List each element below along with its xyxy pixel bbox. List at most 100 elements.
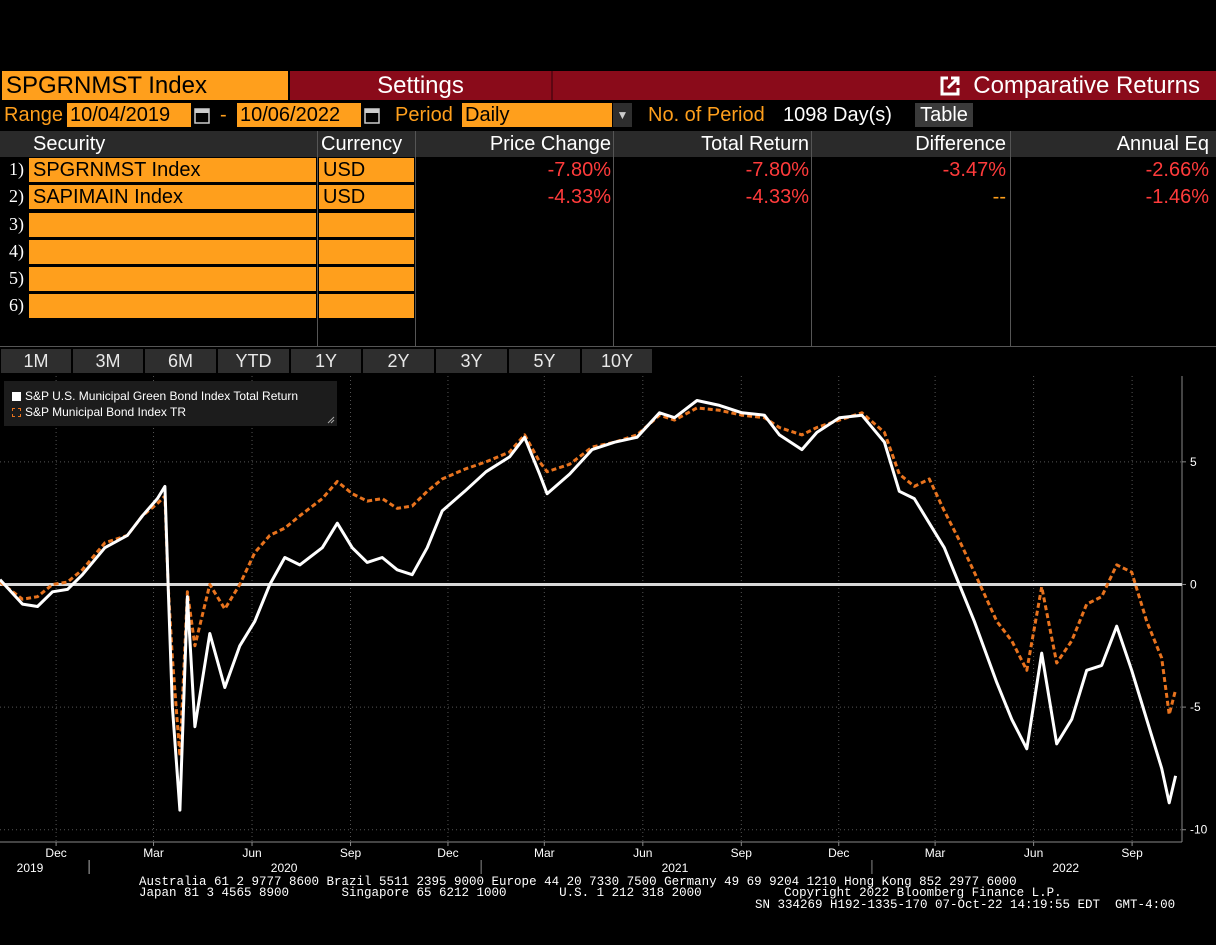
y-tick-label: -10 [1190, 823, 1208, 837]
chevron-down-icon[interactable]: ▼ [613, 103, 632, 127]
resize-grip-icon[interactable] [327, 416, 335, 424]
period-select[interactable]: Daily [462, 103, 612, 127]
currency-cell[interactable] [319, 213, 414, 237]
total-return-value: -4.33% [745, 186, 809, 208]
x-tick-label: Dec [45, 846, 66, 860]
annual-eq-value: -2.66% [1145, 159, 1209, 181]
legend-item-muni-bond: S&P Municipal Bond Index TR [12, 405, 186, 419]
tab-10y[interactable]: 10Y [582, 349, 652, 373]
footer-serial: SN 334269 H192-1335-170 07-Oct-22 14:19:… [755, 898, 1176, 912]
price-change-value: -7.80% [547, 159, 611, 181]
security-cell[interactable]: SAPIMAIN Index [29, 185, 316, 209]
tab-6m[interactable]: 6M [145, 349, 216, 373]
calendar-icon[interactable] [194, 106, 210, 124]
price-change-value: -4.33% [547, 186, 611, 208]
column-divider [317, 131, 318, 346]
col-security[interactable]: Security [33, 133, 106, 155]
column-divider [811, 131, 812, 346]
legend-label: S&P U.S. Municipal Green Bond Index Tota… [25, 389, 299, 403]
column-divider [415, 131, 416, 346]
x-tick-label: Sep [731, 846, 753, 860]
tab-1m[interactable]: 1M [1, 349, 71, 373]
tab-1y[interactable]: 1Y [291, 349, 361, 373]
returns-chart[interactable]: 5 0 -5 -10 Dec Mar Jun Sep Dec Mar Jun Sep Dec Mar Jun… [0, 374, 1216, 884]
annual-eq-value: -1.46% [1145, 186, 1209, 208]
col-annual-eq[interactable]: Annual Eq [1116, 133, 1209, 155]
x-tick-label: Dec [828, 846, 849, 860]
col-price-change[interactable]: Price Change [489, 133, 611, 155]
footer-contacts-line1: Australia 61 2 9777 8600 Brazil 5511 239… [139, 875, 1017, 889]
row-number: 3) [9, 214, 24, 234]
table-bottom-border [0, 346, 1216, 347]
x-tick-label: Mar [925, 846, 946, 860]
tab-3m[interactable]: 3M [73, 349, 143, 373]
x-year-label: 2019 [17, 861, 44, 875]
start-date-field[interactable]: 10/04/2019 [67, 103, 191, 127]
legend-swatch [12, 391, 21, 401]
security-cell[interactable]: SPGRNMST Index [29, 158, 316, 182]
security-cell[interactable] [29, 240, 316, 264]
x-tick-label: Sep [1121, 846, 1143, 860]
legend-swatch [12, 407, 21, 417]
page-title: Comparative Returns [973, 72, 1200, 99]
currency-cell[interactable]: USD [319, 158, 414, 182]
row-number: 4) [9, 241, 24, 261]
period-label: Period [395, 104, 453, 126]
series-line-green-bond[interactable] [0, 399, 1178, 812]
tab-ytd[interactable]: YTD [218, 349, 289, 373]
table-button[interactable]: Table [915, 103, 973, 127]
row-number: 5) [9, 268, 24, 288]
row-number: 6) [9, 295, 24, 315]
x-tick-label: Sep [340, 846, 362, 860]
x-tick-label: Mar [143, 846, 164, 860]
total-return-value: -7.80% [745, 159, 809, 181]
x-tick-label: Jun [242, 846, 261, 860]
col-difference[interactable]: Difference [915, 133, 1006, 155]
difference-value: -3.47% [942, 159, 1006, 181]
tab-5y[interactable]: 5Y [509, 349, 580, 373]
series-line-muni-bond[interactable] [0, 406, 1178, 758]
tab-2y[interactable]: 2Y [363, 349, 434, 373]
table-header-bg [0, 131, 1216, 157]
settings-button[interactable]: Settings [377, 72, 464, 99]
security-cell[interactable] [29, 213, 316, 237]
num-periods-label: No. of Period [648, 104, 765, 126]
header-divider [551, 71, 553, 100]
security-cell[interactable] [29, 294, 316, 318]
column-divider [1010, 131, 1011, 346]
y-tick-label: 5 [1190, 455, 1197, 469]
external-link-icon[interactable] [939, 75, 961, 97]
row-number: 2) [9, 186, 24, 206]
security-cell[interactable] [29, 267, 316, 291]
legend-label: S&P Municipal Bond Index TR [25, 405, 186, 419]
currency-cell[interactable]: USD [319, 185, 414, 209]
x-tick-label: Jun [1024, 846, 1043, 860]
legend-item-green-bond: S&P U.S. Municipal Green Bond Index Tota… [12, 389, 298, 403]
currency-cell[interactable] [319, 294, 414, 318]
column-divider [613, 131, 614, 346]
range-dash: - [220, 104, 227, 126]
x-tick-label: Jun [633, 846, 652, 860]
y-tick-label: -5 [1190, 700, 1201, 714]
y-tick-label: 0 [1190, 577, 1197, 591]
function-title: Comparative Returns [939, 71, 1200, 100]
header-bar [290, 71, 1216, 100]
currency-cell[interactable] [319, 267, 414, 291]
tab-3y[interactable]: 3Y [436, 349, 507, 373]
footer-contacts-line2: Japan 81 3 4565 8900 Singapore 65 6212 1… [139, 886, 1062, 900]
col-currency[interactable]: Currency [321, 133, 403, 155]
x-tick-label: Dec [437, 846, 458, 860]
difference-value: -- [992, 186, 1006, 208]
col-total-return[interactable]: Total Return [701, 133, 809, 155]
range-label: Range [4, 104, 63, 126]
num-periods-value: 1098 Day(s) [783, 104, 892, 126]
currency-cell[interactable] [319, 240, 414, 264]
security-ticker-field[interactable]: SPGRNMST Index [2, 71, 288, 100]
row-number: 1) [9, 159, 24, 179]
x-year-label: 2021 [662, 861, 689, 875]
x-year-label: 2020 [271, 861, 298, 875]
calendar-icon[interactable] [364, 106, 380, 124]
x-tick-label: Mar [534, 846, 555, 860]
end-date-field[interactable]: 10/06/2022 [237, 103, 361, 127]
chart-legend[interactable]: S&P U.S. Municipal Green Bond Index Tota… [4, 381, 337, 426]
